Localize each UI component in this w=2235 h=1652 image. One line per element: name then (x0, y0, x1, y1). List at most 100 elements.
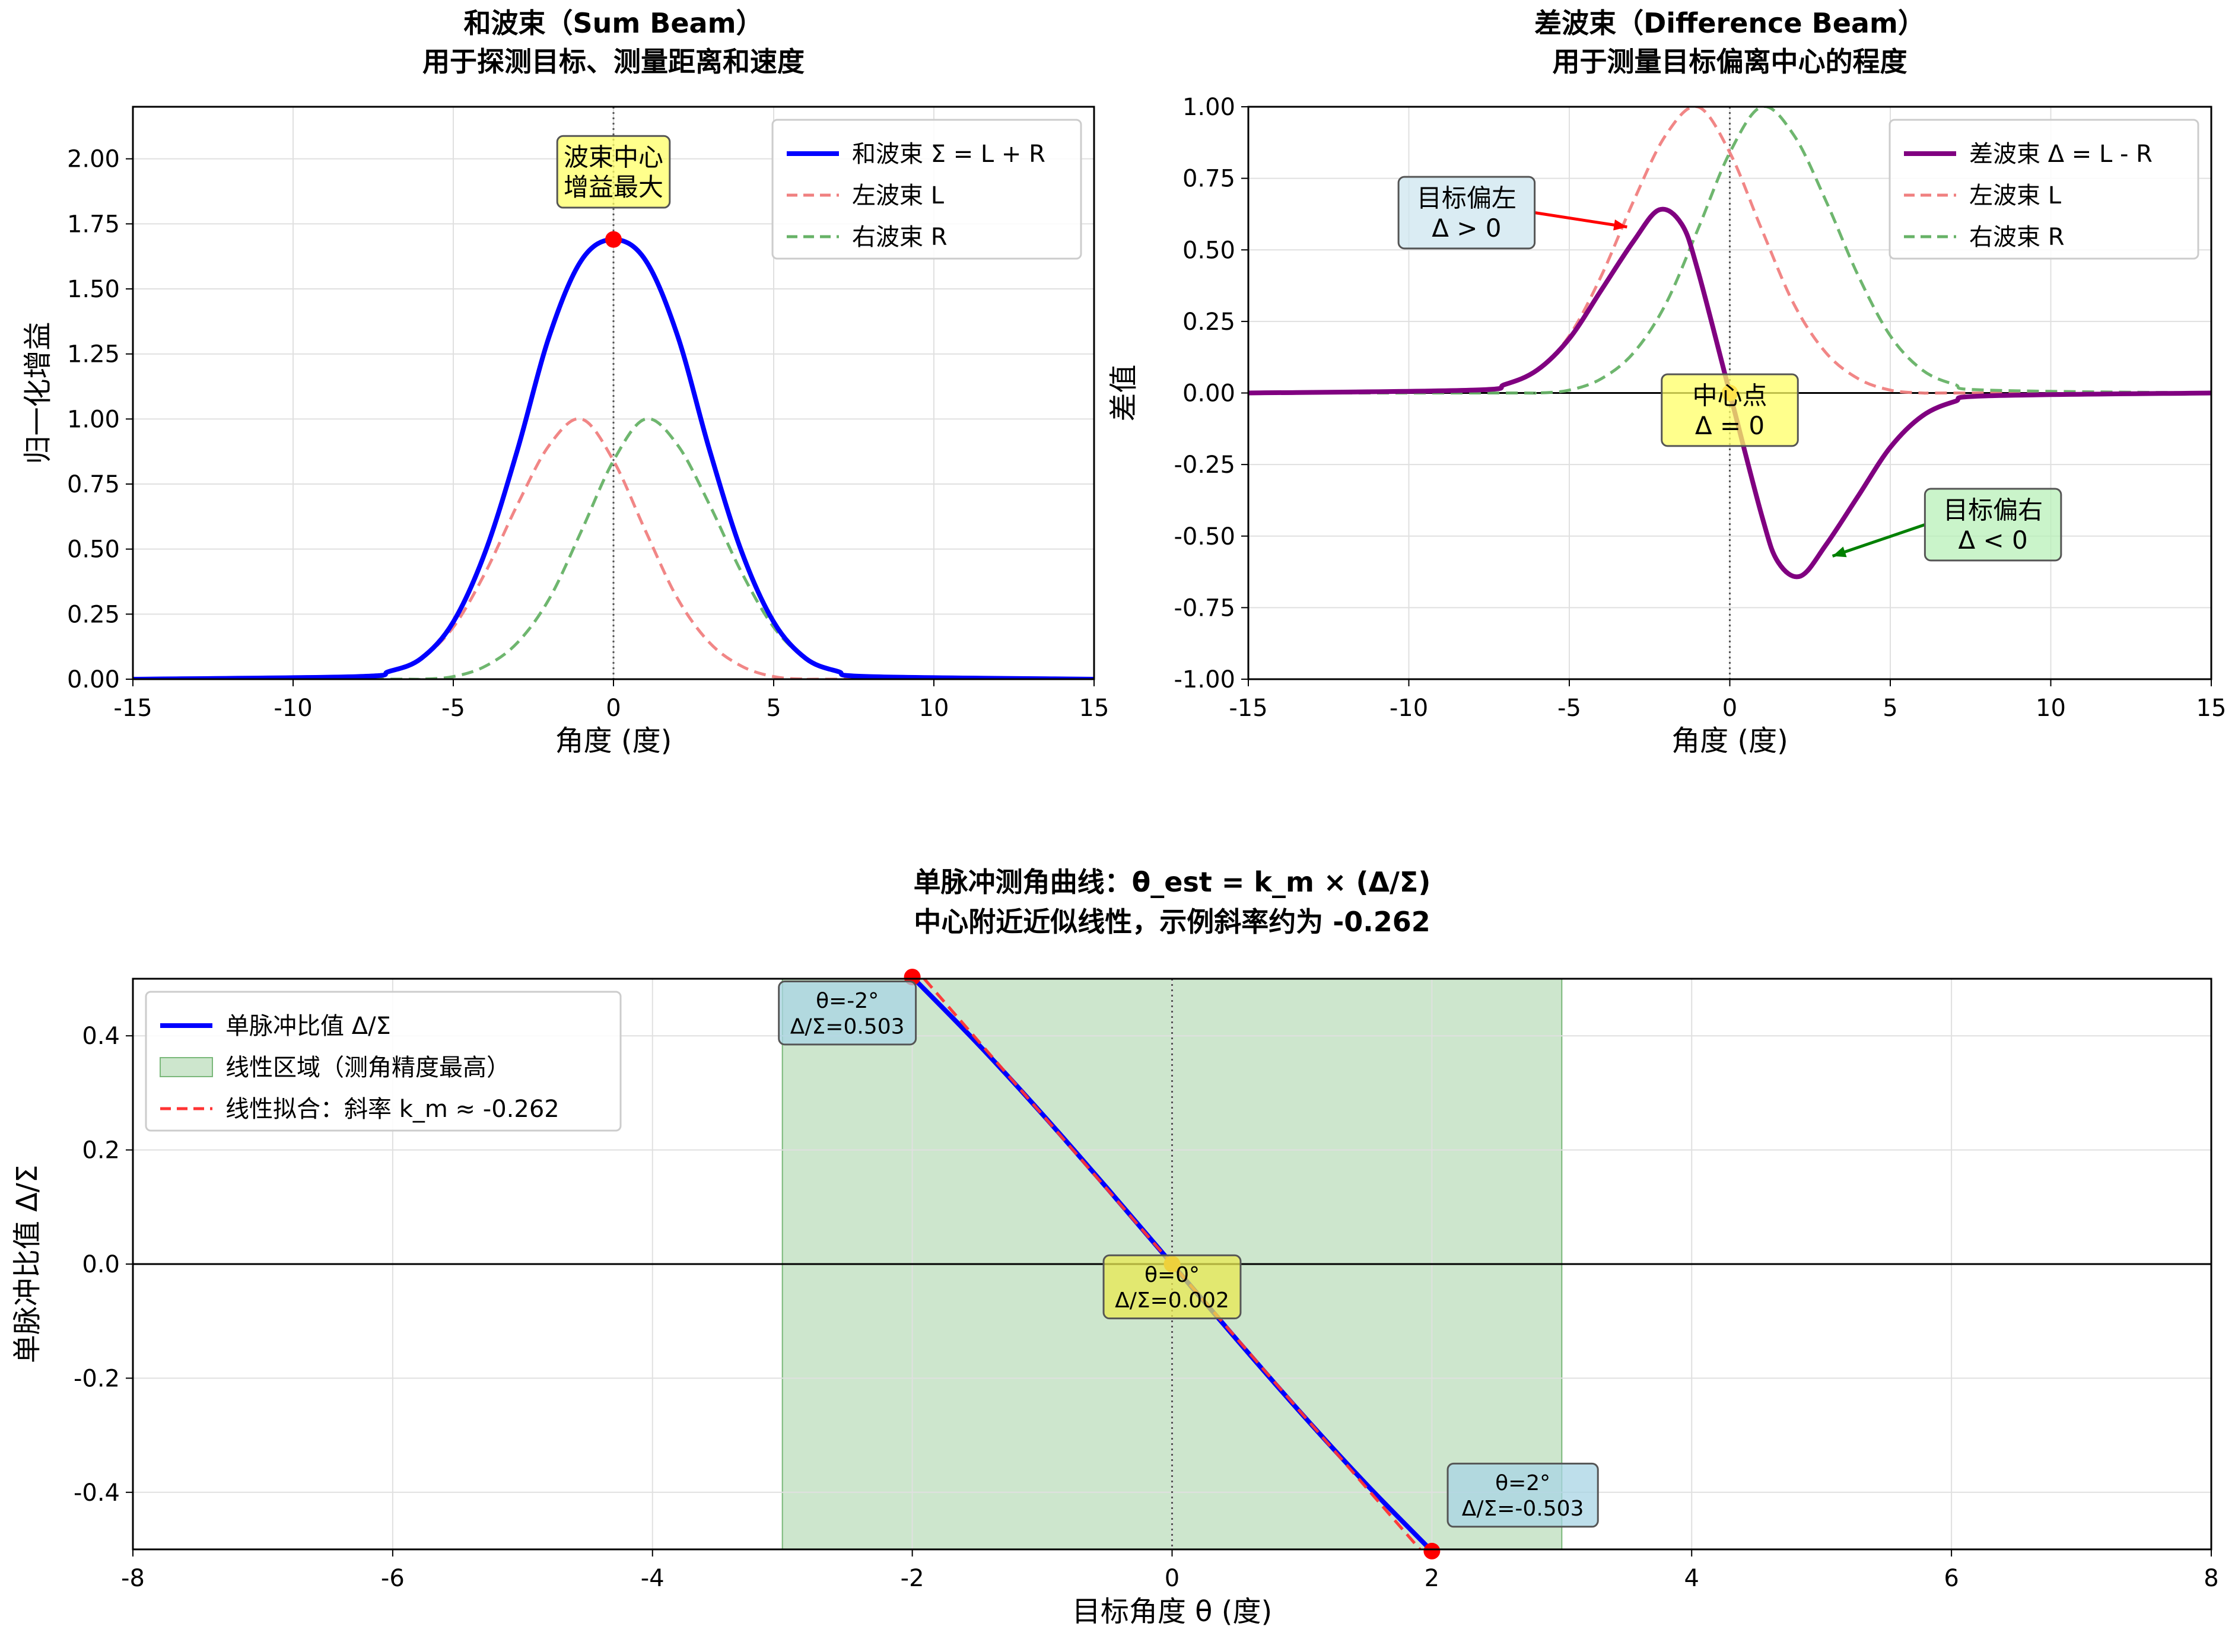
x-tick-label: -2 (901, 1565, 924, 1592)
annotation-arrowhead (1832, 546, 1847, 558)
annotation-text: 中心点 (1692, 381, 1767, 410)
sum-beam-chart: 和波束（Sum Beam） 用于探测目标、测量距离和速度 -15 -10 -5 0 5 10 1… (21, 7, 1109, 757)
y-tick-label: 0.75 (67, 471, 120, 498)
annotation-text: 波束中心 (564, 143, 663, 172)
x-tick-label: 15 (2196, 695, 2227, 722)
x-tick-label: -5 (1557, 695, 1581, 722)
series-line-2 (1248, 107, 2211, 395)
legend-box (1889, 119, 2199, 260)
x-tick-label: 6 (1944, 1565, 1959, 1592)
y-tick-label: 0.75 (1182, 165, 1235, 193)
annotation-box (1397, 176, 1536, 250)
x-tick-label: 2 (1425, 1565, 1439, 1592)
y-tick-label: -0.25 (1174, 451, 1236, 479)
y-tick-label: 1.25 (67, 341, 120, 368)
legend-swatch (160, 1057, 213, 1077)
annotation-text: θ=2° (1495, 1471, 1550, 1495)
legend-label: 右波束 R (852, 224, 948, 251)
difference-beam-chart: 差波束（Difference Beam） 用于测量目标偏离中心的程度 -15 -10 -… (1107, 7, 2226, 757)
x-tick-label: 8 (2204, 1565, 2218, 1592)
annotation-text: Δ = 0 (1695, 411, 1765, 440)
y-tick-label: 0.25 (67, 601, 120, 628)
chart-subtitle: 用于探测目标、测量距离和速度 (422, 46, 805, 78)
annotation-text: Δ/Σ=0.503 (790, 1014, 905, 1039)
y-tick-label: 0.50 (1182, 237, 1235, 264)
y-tick-label: 0.00 (1182, 380, 1235, 408)
annotation-text: 目标偏左 (1417, 183, 1517, 212)
x-tick-label: 10 (2036, 695, 2066, 722)
legend-label: 右波束 R (1969, 224, 2065, 251)
annotation-text: Δ/Σ=-0.503 (1462, 1497, 1584, 1521)
legend-label: 线性拟合：斜率 k_m ≈ -0.262 (225, 1096, 559, 1123)
annotation-box (1446, 1462, 1599, 1528)
x-tick-label: 5 (1883, 695, 1897, 722)
annotation-text: Δ < 0 (1958, 526, 2027, 555)
x-axis-label: 角度 (度) (1671, 724, 1788, 757)
x-tick-label: -8 (121, 1565, 145, 1592)
x-tick-label: -10 (1390, 695, 1428, 722)
annotation-arrowhead (1613, 219, 1627, 231)
y-tick-label: 1.75 (67, 211, 120, 238)
x-tick-label: 15 (1079, 695, 1109, 722)
y-tick-label: 2.00 (67, 146, 120, 173)
monopulse-curve-chart: 单脉冲测角曲线：θ_est = k_m × (Δ/Σ) 中心附近近似线性，示例斜率… (11, 866, 2219, 1628)
x-tick-label: 10 (919, 695, 949, 722)
x-tick-label: 0 (1722, 695, 1737, 722)
y-axis-label: 归一化增益 (21, 322, 55, 464)
x-tick-label: 0 (1165, 1565, 1180, 1592)
plot-frame (1247, 106, 2212, 680)
y-tick-label: -0.75 (1174, 594, 1236, 622)
x-tick-label: -4 (641, 1565, 665, 1592)
y-tick-label: 0.2 (82, 1137, 120, 1164)
legend-label: 和波束 Σ = L + R (852, 141, 1045, 168)
legend-box (771, 119, 1082, 260)
marker-point-2 (1423, 1542, 1441, 1559)
plot-frame (132, 106, 1095, 680)
legend-label: 左波束 L (1969, 182, 2062, 209)
x-tick-label: -15 (1229, 695, 1267, 722)
y-tick-label: 0.0 (82, 1251, 120, 1278)
chart-subtitle: 用于测量目标偏离中心的程度 (1553, 46, 1907, 78)
legend-label: 线性区域（测角精度最高） (225, 1054, 510, 1081)
legend-label: 单脉冲比值 Δ/Σ (225, 1013, 391, 1040)
y-tick-label: 0.50 (67, 536, 120, 564)
chart-title: 和波束（Sum Beam） (463, 7, 763, 39)
y-tick-label: 1.00 (67, 406, 120, 433)
annotation-text: θ=-2° (816, 989, 879, 1013)
annotation-text: Δ > 0 (1432, 214, 1501, 243)
annotation-box (1924, 488, 2062, 562)
x-axis-label: 目标角度 θ (度) (1072, 1595, 1272, 1628)
x-tick-label: 4 (1684, 1565, 1699, 1592)
x-tick-label: -15 (113, 695, 152, 722)
y-tick-label: -0.50 (1174, 523, 1236, 550)
y-tick-label: 0.00 (67, 666, 120, 693)
annotation-box (1661, 373, 1799, 447)
chart-title: 单脉冲测角曲线：θ_est = k_m × (Δ/Σ) (914, 866, 1431, 898)
annotation-text: 目标偏右 (1943, 495, 2043, 524)
annotation-box (556, 135, 671, 209)
x-tick-label: -6 (381, 1565, 405, 1592)
annotation-text: Δ/Σ=0.002 (1115, 1288, 1229, 1313)
y-tick-label: 1.00 (1182, 94, 1235, 121)
y-tick-label: -0.4 (74, 1479, 120, 1507)
y-tick-label: 1.50 (67, 276, 120, 303)
y-tick-label: 0.25 (1182, 308, 1235, 336)
y-axis-label: 差值 (1107, 364, 1140, 421)
legend-box (145, 991, 622, 1132)
x-tick-label: 0 (606, 695, 621, 722)
x-tick-label: 5 (766, 695, 781, 722)
chart-title: 差波束（Difference Beam） (1534, 7, 1925, 39)
y-tick-label: -0.2 (74, 1365, 120, 1392)
annotation-text: θ=0° (1144, 1263, 1200, 1287)
legend-label: 差波束 Δ = L - R (1969, 141, 2153, 168)
annotation-arrow (1534, 211, 1627, 229)
legend-label: 左波束 L (852, 182, 945, 209)
y-axis-label: 单脉冲比值 Δ/Σ (11, 1165, 44, 1364)
y-tick-label: -1.00 (1174, 666, 1236, 693)
annotation-box (1102, 1254, 1242, 1320)
plot-frame (132, 978, 2212, 1551)
chart-subtitle: 中心附近近似线性，示例斜率约为 -0.262 (914, 906, 1430, 938)
annotation-arrow (1832, 523, 1926, 558)
x-axis-label: 角度 (度) (555, 724, 672, 757)
